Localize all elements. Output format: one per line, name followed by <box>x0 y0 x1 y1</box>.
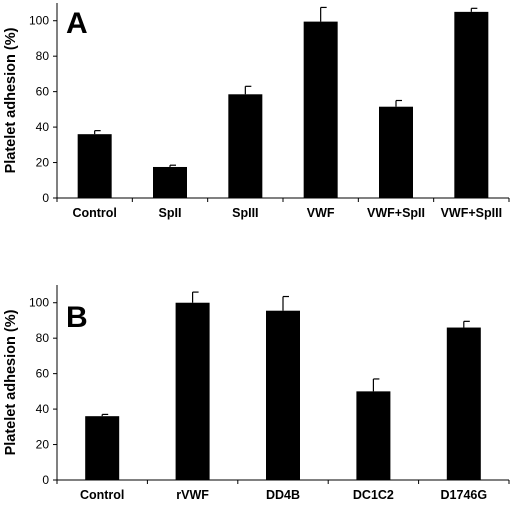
bar <box>379 106 413 198</box>
bar <box>446 327 481 480</box>
x-tick-label: DC1C2 <box>353 488 394 502</box>
x-tick-label: SpII <box>159 206 182 220</box>
y-tick-label: 100 <box>29 296 49 310</box>
panel-label: B <box>66 301 88 334</box>
x-tick-label: Control <box>80 488 124 502</box>
x-tick-label: rVWF <box>176 488 209 502</box>
chart-panel-a: 0 20 40 60 80 100 Control SpII SpIII VWF VWF+SpII V… <box>3 3 510 220</box>
x-tick-label: SpIII <box>232 206 258 220</box>
bar <box>85 416 120 480</box>
x-tick-label: Control <box>72 206 116 220</box>
x-tick-label: DD4B <box>266 488 300 502</box>
y-tick-label: 40 <box>36 120 50 134</box>
x-tick-label: D1746G <box>441 488 488 502</box>
y-tick-label: 20 <box>36 156 50 170</box>
bar <box>153 166 187 198</box>
x-tick-label: VWF+SpII <box>367 206 425 220</box>
y-tick-label: 80 <box>36 49 50 63</box>
bar <box>228 94 263 198</box>
y-tick-label: 100 <box>29 14 49 28</box>
bar <box>77 134 112 198</box>
y-tick-label: 20 <box>36 438 50 452</box>
panel-label: A <box>66 7 88 40</box>
bar <box>356 391 391 480</box>
y-tick-label: 40 <box>36 402 50 416</box>
bar <box>266 310 300 480</box>
chart-panel-b: 0 20 40 60 80 100 Control rVWF DD4B DC1C2 D1746G Pl… <box>3 285 510 502</box>
y-tick-label: 60 <box>36 85 50 99</box>
y-tick-label: 0 <box>42 473 49 487</box>
y-tick-label: 60 <box>36 367 50 381</box>
x-tick-label: VWF+SpIII <box>441 206 502 220</box>
y-axis-title: Platelet adhesion (%) <box>3 309 19 455</box>
bar <box>175 302 210 480</box>
x-tick-label: VWF <box>307 206 335 220</box>
y-tick-label: 80 <box>36 331 50 345</box>
bar <box>454 11 489 199</box>
y-axis-title: Platelet adhesion (%) <box>3 27 19 173</box>
bar <box>303 21 338 199</box>
y-tick-label: 0 <box>42 191 49 205</box>
